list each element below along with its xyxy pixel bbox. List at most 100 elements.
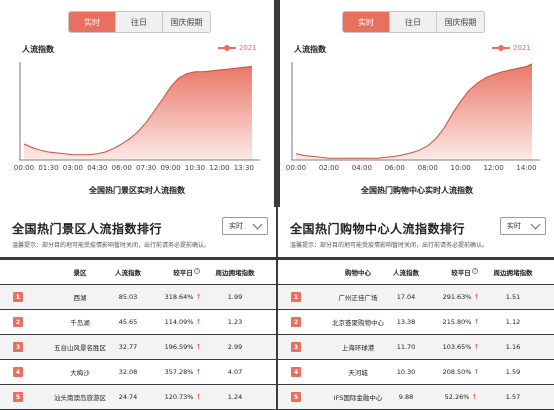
tab-national-day[interactable]: 国庆假期 [437, 12, 484, 32]
congestion-index: 1.16 [505, 343, 521, 351]
ranking-table: 购物中心 人流指数 较平日 周边拥堵指数? 1 广州正佳广场 17.04 291.63% ↑ 1… [278, 257, 554, 410]
table-row[interactable]: 5 汕头南澳岛旅游区 24.74 120.73% ↑ 1.24 [0, 385, 276, 409]
place-name[interactable]: 北京荟聚购物中心 [332, 319, 384, 327]
column-header[interactable]: 人流指数 [115, 269, 141, 277]
x-tick-label: 09:00 [160, 164, 180, 172]
change-vs-normal: 291.63% ↑ [440, 293, 482, 301]
ranking-table: 景区 人流指数 较平日 周边拥堵指数? 1 西湖 85.03 318.64% ↑ 1.99 2 千岛… [0, 257, 276, 410]
x-tick-label: 14:00 [516, 164, 536, 172]
change-vs-normal: 357.28% ↑ [162, 368, 204, 376]
tab-past-days[interactable]: 往日 [390, 12, 437, 32]
ranking-title: 全国热门购物中心人流指数排行 [290, 222, 466, 236]
column-header[interactable]: 较平日 [451, 269, 471, 277]
tab-realtime[interactable]: 实时 [69, 12, 116, 32]
x-tick-label: 10:30 [185, 164, 205, 172]
x-tick-label: 06:00 [112, 164, 132, 172]
ranking-notice: 温馨提示：部分目的地可能受疫情影响暂时关闭，出行前请务必提前确认。 [290, 242, 489, 249]
arrow-up-icon: ↑ [195, 368, 202, 376]
table-row[interactable]: 2 北京荟聚购物中心 13.38 215.80% ↑ 1.12 [278, 310, 554, 334]
table-row[interactable]: 3 五台山风景名胜区 32.77 196.59% ↑ 2.99 [0, 335, 276, 359]
legend-marker-icon [492, 45, 510, 51]
right-area-chart: 00:00 02:00 04:00 06:00 08:00 10:00 12:00 14:00 [286, 62, 540, 172]
arrow-up-icon: ↑ [473, 293, 480, 301]
chart-title: 人流指数 [22, 45, 54, 54]
flow-index: 13.38 [396, 318, 416, 326]
column-header[interactable]: 周边拥堵指数 [493, 269, 533, 277]
change-vs-normal: 318.64% ↑ [162, 293, 204, 301]
change-vs-normal: 215.80% ↑ [440, 318, 482, 326]
chart-title: 人流指数 [294, 45, 326, 54]
rank-badge: 5 [291, 392, 301, 402]
info-icon[interactable]: ? [472, 268, 478, 274]
x-tick-label: 01:30 [38, 164, 58, 172]
arrow-up-icon: ↑ [195, 293, 202, 301]
legend-label: 2021 [513, 44, 531, 52]
table-row[interactable]: 4 天河城 10.30 208.50% ↑ 1.59 [278, 360, 554, 384]
flow-index: 11.70 [396, 343, 416, 351]
rank-badge: 3 [291, 342, 301, 352]
place-name[interactable]: 天河城 [348, 369, 368, 377]
x-tick-label: 12:00 [209, 164, 229, 172]
table-row[interactable]: 2 千岛湖 45.65 114.09% ↑ 1.23 [0, 310, 276, 334]
table-row[interactable]: 3 上海环球港 11.70 103.65% ↑ 1.16 [278, 335, 554, 359]
place-name[interactable]: 西湖 [73, 294, 87, 302]
table-row[interactable]: 5 IFS国际金融中心 9.88 52.26% ↑ 1.57 [278, 385, 554, 409]
congestion-index: 1.51 [505, 293, 521, 301]
column-header[interactable]: 购物中心 [345, 269, 371, 277]
tab-realtime[interactable]: 实时 [343, 12, 390, 32]
place-name[interactable]: 千岛湖 [70, 319, 90, 327]
change-value: 52.26% [444, 393, 470, 401]
change-vs-normal: 52.26% ↑ [440, 393, 482, 401]
change-value: 208.50% [442, 368, 472, 376]
flow-index: 85.03 [118, 293, 138, 301]
series-area [296, 63, 532, 160]
rank-badge: 5 [13, 392, 23, 402]
x-tick-label: 04:00 [352, 164, 372, 172]
table-row[interactable]: 4 大梅沙 32.08 357.28% ↑ 4.07 [0, 360, 276, 384]
column-header[interactable]: 较平日 [173, 269, 193, 277]
tab-past-days[interactable]: 往日 [116, 12, 163, 32]
select-value: 实时 [229, 222, 243, 230]
column-header[interactable]: 景区 [73, 269, 87, 277]
change-vs-normal: 196.59% ↑ [162, 343, 204, 351]
ranking-header: 全国热门景区人流指数排行 温馨提示：部分目的地可能受疫情影响暂时关闭，出行前请务… [0, 207, 276, 257]
chart-legend[interactable]: 2021 [218, 44, 257, 52]
time-range-select[interactable]: 实时 [222, 217, 268, 235]
left-area-chart: 00:00 01:30 03:00 04:30 06:00 07:30 09:00 10:30… [14, 62, 260, 172]
place-name[interactable]: 上海环球港 [341, 344, 375, 352]
place-name[interactable]: 广州正佳广场 [338, 294, 378, 302]
tab-national-day[interactable]: 国庆假期 [163, 12, 210, 32]
table-row[interactable]: 1 广州正佳广场 17.04 291.63% ↑ 1.51 [278, 285, 554, 309]
place-name[interactable]: 汕头南澳岛旅游区 [54, 394, 106, 402]
arrow-up-icon: ↑ [195, 318, 202, 326]
place-name[interactable]: 大梅沙 [70, 369, 90, 377]
x-tick-label: 13:30 [234, 164, 254, 172]
right-chart-tabs: 实时 往日 国庆假期 [342, 11, 485, 33]
flow-index: 32.77 [118, 343, 138, 351]
x-tick-label: 12:00 [483, 164, 503, 172]
rank-badge: 1 [291, 292, 301, 302]
x-tick-label: 08:00 [418, 164, 438, 172]
congestion-index: 1.57 [505, 393, 521, 401]
chart-legend[interactable]: 2021 [492, 44, 531, 52]
congestion-index: 1.23 [227, 318, 243, 326]
place-name[interactable]: IFS国际金融中心 [333, 394, 383, 402]
column-header[interactable]: 周边拥堵指数 [215, 269, 255, 277]
column-header[interactable]: 人流指数 [393, 269, 419, 277]
chevron-down-icon [252, 219, 263, 230]
chart-caption: 全国热门购物中心实时人流指数 [361, 186, 473, 195]
change-value: 196.59% [164, 343, 194, 351]
info-icon[interactable]: ? [194, 268, 200, 274]
rank-badge: 1 [13, 292, 23, 302]
flow-index: 9.88 [398, 393, 414, 401]
rank-badge: 3 [13, 342, 23, 352]
arrow-up-icon: ↑ [473, 318, 480, 326]
place-name[interactable]: 五台山风景名胜区 [54, 344, 106, 352]
change-vs-normal: 103.65% ↑ [440, 343, 482, 351]
arrow-up-icon: ↑ [195, 393, 202, 401]
time-range-select[interactable]: 实时 [500, 217, 546, 235]
congestion-index: 1.59 [505, 368, 521, 376]
ranking-title: 全国热门景区人流指数排行 [12, 222, 163, 236]
table-header-row: 景区 人流指数 较平日 周边拥堵指数? [0, 260, 276, 284]
table-row[interactable]: 1 西湖 85.03 318.64% ↑ 1.99 [0, 285, 276, 309]
